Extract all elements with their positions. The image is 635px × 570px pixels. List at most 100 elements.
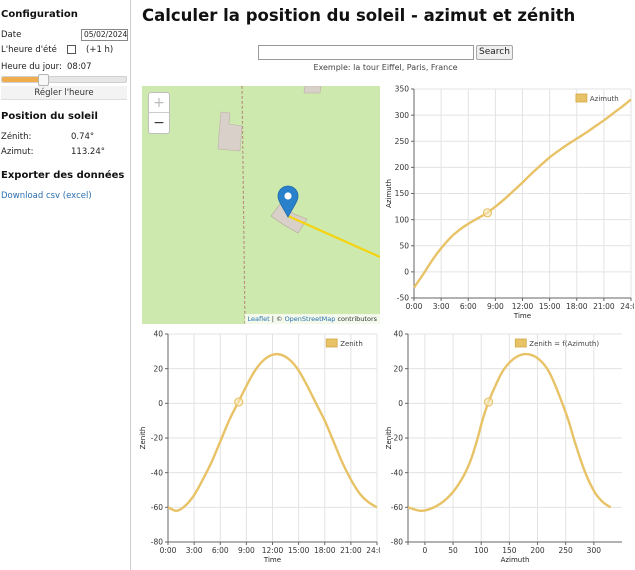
y-tick-label: 300	[395, 111, 410, 120]
series-line	[413, 98, 632, 289]
download-csv-link[interactable]: Download csv (excel)	[1, 191, 92, 201]
time-value: 08:07	[67, 62, 92, 72]
y-tick-label: 0	[398, 399, 403, 408]
x-tick-label: 150	[502, 546, 517, 555]
time-label: Heure du jour:	[1, 62, 62, 72]
x-axis-title: Azimuth	[501, 556, 530, 564]
x-tick-label: 250	[559, 546, 574, 555]
zenith-label: Zénith:	[1, 132, 32, 142]
y-axis-title: Zenith	[385, 427, 393, 450]
legend-label: Zenith	[340, 340, 363, 348]
time-slider-handle[interactable]	[37, 74, 49, 86]
x-tick-label: 6:00	[460, 302, 477, 311]
x-tick-label: 300	[587, 546, 602, 555]
y-tick-label: -40	[151, 468, 163, 477]
map-background	[142, 86, 380, 324]
search-input[interactable]	[258, 45, 474, 60]
map-building	[270, 203, 308, 234]
current-position-point	[482, 208, 493, 218]
y-tick-label: 20	[153, 364, 163, 373]
x-tick-label: 6:00	[212, 546, 229, 555]
sun-position-heading: Position du soleil	[1, 111, 98, 122]
date-input[interactable]: 05/02/2024	[81, 29, 128, 41]
series-line	[167, 352, 378, 513]
current-position-point	[483, 397, 494, 407]
zoom-in-button[interactable]: +	[149, 93, 169, 113]
sun-direction-line	[287, 214, 380, 259]
map[interactable]: + − Leaflet | © OpenStreetMap contributo…	[142, 86, 380, 324]
attribution-separator: | ©	[269, 315, 285, 323]
x-tick-label: 50	[448, 546, 458, 555]
legend-label: Zenith = f(Azimuth)	[529, 340, 599, 348]
y-tick-label: -80	[151, 538, 163, 547]
zenith-value: 0.74°	[71, 132, 95, 142]
dst-checkbox[interactable]	[67, 45, 76, 54]
y-tick-label: 250	[395, 137, 410, 146]
x-tick-label: 24:00	[366, 546, 380, 555]
x-tick-label: 100	[474, 546, 489, 555]
legend-swatch[interactable]	[325, 338, 338, 348]
x-tick-label: 0	[423, 546, 428, 555]
x-tick-label: 3:00	[433, 302, 450, 311]
x-tick-label: 24:00	[620, 302, 634, 311]
azimuth-time-chart: -50 0 50 100 150 200 250 300 350 0:00 3:00 6:00 9:00…	[382, 84, 634, 326]
date-label: Date	[1, 30, 22, 40]
y-tick-label: 20	[393, 364, 403, 373]
y-tick-label: 40	[153, 330, 163, 339]
y-tick-label: 0	[158, 399, 163, 408]
osm-link[interactable]: OpenStreetMap	[284, 315, 336, 323]
x-tick-label: 12:00	[262, 546, 284, 555]
y-tick-label: -80	[391, 538, 403, 547]
y-tick-label: -40	[391, 468, 403, 477]
x-tick-label: 15:00	[539, 302, 561, 311]
x-tick-label: 15:00	[288, 546, 310, 555]
y-tick-label: 150	[395, 189, 410, 198]
x-tick-label: 9:00	[487, 302, 504, 311]
azimuth-label: Azimut:	[1, 147, 34, 157]
zenith-time-chart: -80 -60 -40 -20 0 20 40 0:00 3:00 6:00 9:00 12:00 15…	[136, 327, 380, 570]
set-time-button[interactable]: Régler l'heure	[1, 86, 127, 100]
export-heading: Exporter des données	[1, 170, 125, 181]
zoom-control: + −	[148, 92, 170, 134]
page-title: Calculer la position du soleil - azimut …	[142, 6, 576, 25]
zenith-azimuth-chart: -80 -60 -40 -20 0 20 40 0 50 100 150 200 250 300 Azimu…	[382, 327, 634, 570]
configuration-heading: Configuration	[1, 9, 78, 20]
y-tick-label: 0	[404, 268, 409, 277]
sidebar: Configuration Date 05/02/2024 L'heure d'…	[0, 0, 131, 570]
map-building	[217, 111, 243, 152]
y-tick-label: -60	[151, 503, 163, 512]
legend-label: Azimuth	[590, 95, 619, 103]
x-tick-label: 9:00	[238, 546, 255, 555]
y-tick-label: 40	[393, 330, 403, 339]
x-tick-label: 0:00	[406, 302, 423, 311]
y-tick-label: -20	[151, 434, 163, 443]
legend-swatch[interactable]	[514, 338, 527, 348]
x-axis-title: Time	[513, 312, 531, 320]
map-tiles	[142, 86, 380, 324]
y-tick-label: -20	[391, 434, 403, 443]
y-tick-label: 50	[399, 241, 409, 250]
y-tick-label: 100	[395, 215, 410, 224]
y-axis-title: Azimuth	[385, 179, 393, 208]
search-button[interactable]: Search	[476, 45, 513, 60]
leaflet-link[interactable]: Leaflet	[247, 315, 270, 323]
x-tick-label: 21:00	[340, 546, 362, 555]
zoom-out-button[interactable]: −	[153, 115, 165, 131]
x-tick-label: 18:00	[314, 546, 336, 555]
x-tick-label: 18:00	[566, 302, 588, 311]
dst-suffix: (+1 h)	[86, 45, 114, 55]
zenith-time-svg: -80 -60 -40 -20 0 20 40 0:00 3:00 6:00 9:00 12:00 15…	[139, 330, 380, 564]
y-tick-label: -60	[391, 503, 403, 512]
x-axis-title: Time	[263, 556, 281, 564]
azimuth-time-svg: -50 0 50 100 150 200 250 300 350 0:00 3:00 6:00 9:00…	[385, 85, 634, 320]
zenith-azimuth-svg: -80 -60 -40 -20 0 20 40 0 50 100 150 200 250 300 Azimu…	[385, 330, 622, 564]
map-building	[303, 86, 322, 94]
y-tick-label: 200	[395, 163, 410, 172]
time-slider[interactable]	[1, 74, 127, 86]
legend-swatch[interactable]	[575, 93, 588, 103]
series-line	[407, 352, 612, 513]
x-tick-label: 21:00	[593, 302, 615, 311]
current-position-point	[234, 397, 244, 407]
map-attribution: Leaflet | © OpenStreetMap contributors	[244, 314, 380, 324]
map-marker-icon[interactable]	[277, 185, 299, 218]
